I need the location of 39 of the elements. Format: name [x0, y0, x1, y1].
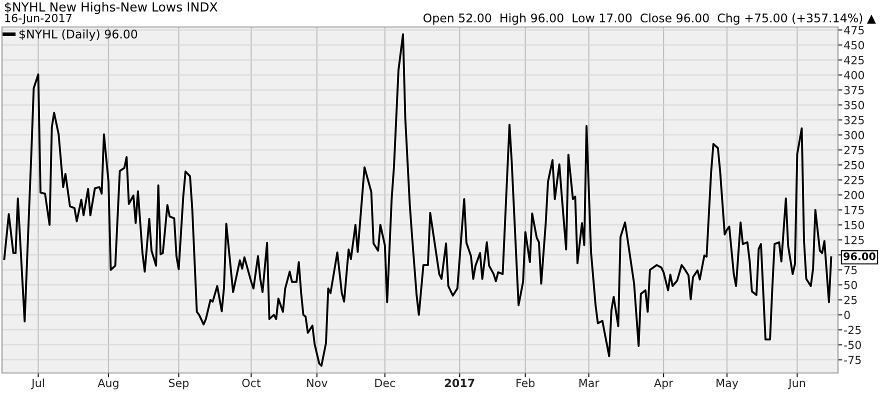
- legend-label: $NYHL (Daily) 96.00: [20, 29, 138, 41]
- y-tick-label: 325: [844, 116, 864, 124]
- y-tick-label: 350: [844, 100, 864, 110]
- x-tick-label: Mar: [579, 378, 600, 388]
- y-tick-label: -75: [844, 356, 861, 364]
- y-tick-label: -50: [844, 340, 861, 350]
- chart-subtitle: 16-Jun-2017: [5, 14, 72, 24]
- y-tick-label: 175: [844, 206, 864, 214]
- y-tick-label: 300: [844, 130, 864, 140]
- annotation: 96.00: [844, 252, 876, 260]
- x-tick-label: May: [716, 378, 738, 390]
- y-tick-label: 150: [844, 220, 864, 230]
- y-tick-label: -25: [844, 326, 861, 334]
- text: Open 52.00 High 96.00 Low 17.00 Close 96.00 Chg +75.00 (+357.14%) ▲: [423, 13, 876, 25]
- y-tick-label: 400: [844, 70, 864, 80]
- y-tick-label: 425: [844, 56, 864, 64]
- y-tick-label: 0: [844, 310, 850, 320]
- x-tick-label: Jun: [788, 378, 805, 390]
- x-tick-label: Apr: [654, 378, 674, 390]
- x-tick-label: Sep: [168, 378, 189, 390]
- y-tick-label: 375: [844, 86, 864, 94]
- y-tick-label: 275: [844, 146, 864, 154]
- x-tick-label: Nov: [307, 378, 328, 388]
- y-tick-label: 475: [844, 26, 864, 34]
- x-tick-label: Aug: [98, 378, 118, 390]
- x-tick-label: 2017: [445, 378, 474, 388]
- y-tick-label: 125: [844, 236, 864, 244]
- y-tick-label: 250: [844, 160, 864, 170]
- y-tick-label: 50: [844, 280, 857, 290]
- y-tick-label: 25: [844, 296, 857, 304]
- y-tick-label: 225: [844, 176, 864, 184]
- x-tick-label: Feb: [516, 378, 535, 388]
- x-tick-label: Oct: [242, 378, 261, 388]
- y-tick-label: 75: [844, 266, 857, 274]
- y-tick-label: 450: [844, 40, 864, 50]
- x-tick-label: Dec: [375, 378, 395, 388]
- y-tick-label: 200: [844, 190, 864, 200]
- chart-title: $NYHL New Highs-New Lows INDX: [5, 2, 218, 14]
- x-tick-label: Jul: [30, 378, 44, 390]
